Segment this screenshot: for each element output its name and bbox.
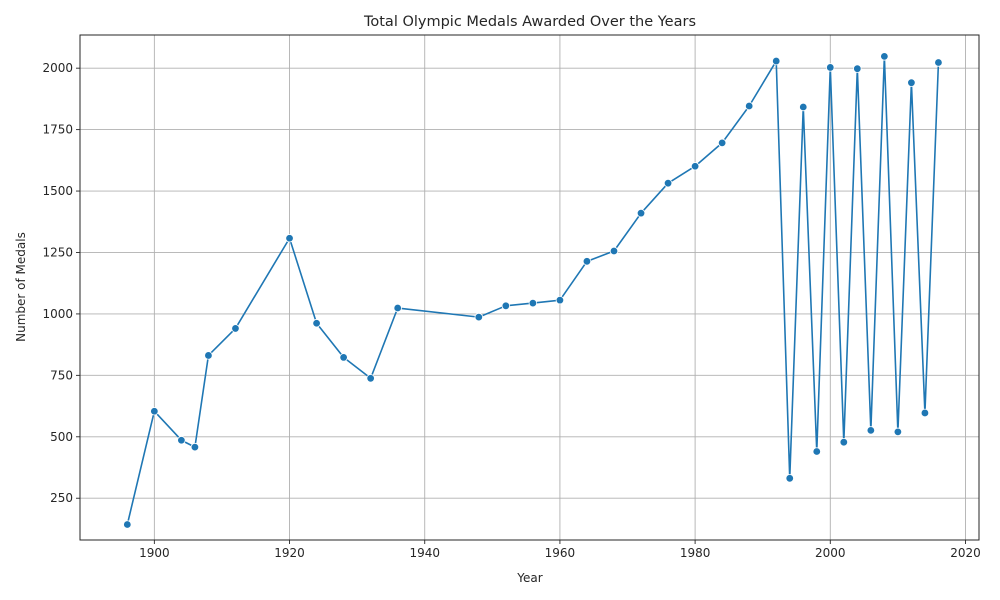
- data-point-2012: [907, 78, 916, 87]
- data-point-1994: [785, 474, 794, 483]
- data-point-1912: [231, 324, 240, 333]
- data-point-1980: [690, 162, 700, 171]
- y-tick-label: 500: [50, 430, 73, 444]
- data-point-1998: [812, 447, 821, 456]
- grid: [80, 35, 979, 540]
- data-point-1996: [799, 102, 808, 112]
- data-point-1976: [663, 178, 673, 188]
- data-point-2016: [934, 58, 943, 67]
- data-point-1900: [150, 407, 159, 416]
- data-point-1948: [474, 312, 483, 322]
- data-point-1992: [772, 56, 781, 66]
- y-tick-label: 1750: [42, 123, 73, 137]
- data-point-1952: [501, 301, 511, 311]
- data-point-1928: [339, 353, 348, 362]
- y-tick-label: 1000: [42, 307, 73, 321]
- y-tick-label: 2000: [42, 61, 73, 75]
- data-point-1984: [717, 138, 727, 148]
- y-tick-label: 1500: [42, 184, 73, 198]
- data-point-1956: [528, 298, 538, 308]
- data-point-2006: [866, 426, 876, 435]
- y-tick-label: 750: [50, 368, 73, 382]
- y-tick-label: 250: [50, 491, 73, 505]
- data-point-1924: [312, 319, 321, 328]
- series-layer: [123, 52, 943, 529]
- x-tick-label: 1960: [545, 546, 576, 560]
- data-point-1932: [366, 374, 375, 383]
- data-point-1908: [204, 351, 213, 360]
- data-point-2008: [880, 52, 889, 61]
- x-axis-ticks: 1900 1920 1940 1960 1980 2000 2020: [139, 540, 981, 560]
- data-point-1960: [555, 295, 565, 305]
- x-tick-label: 1940: [409, 546, 440, 560]
- data-point-1904: [177, 436, 186, 445]
- chart-title: Total Olympic Medals Awarded Over the Ye…: [363, 14, 696, 30]
- x-axis-title: Year: [516, 571, 542, 585]
- y-tick-label: 1250: [42, 245, 73, 259]
- data-point-1896: [123, 520, 132, 529]
- data-point-1972: [636, 208, 646, 218]
- x-tick-label: 1920: [274, 546, 305, 560]
- data-point-1920: [285, 234, 294, 243]
- x-tick-label: 2000: [815, 546, 846, 560]
- data-point-1936: [393, 303, 402, 313]
- x-tick-label: 2020: [950, 546, 981, 560]
- data-point-2010: [893, 427, 903, 437]
- data-point-2000: [826, 63, 835, 72]
- y-axis-title: Number of Medals: [14, 232, 28, 342]
- data-point-1988: [744, 101, 754, 111]
- x-tick-label: 1980: [680, 546, 711, 560]
- data-point-2004: [853, 64, 862, 73]
- x-tick-label: 1900: [139, 546, 170, 560]
- data-point-1964: [582, 257, 592, 266]
- data-point-1968: [609, 246, 619, 256]
- data-point-2002: [839, 437, 849, 447]
- data-point-2014: [920, 408, 930, 418]
- y-axis-ticks: 250 500 750 1000 1250 1500 1750 2000: [42, 61, 80, 505]
- data-point-1906: [190, 442, 200, 452]
- axes-frame: [79, 34, 980, 541]
